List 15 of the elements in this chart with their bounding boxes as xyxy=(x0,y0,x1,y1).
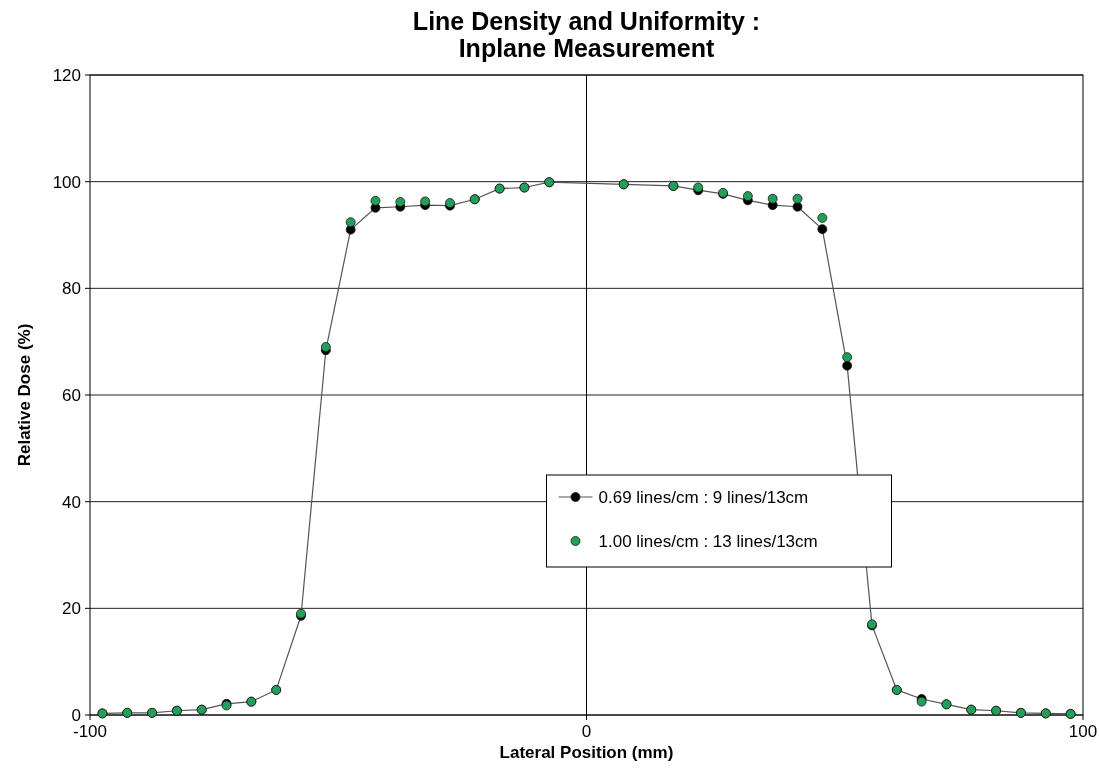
y-tick-label: 120 xyxy=(52,65,81,85)
y-tick-label: 80 xyxy=(62,279,81,299)
x-tick-label: 100 xyxy=(1068,722,1098,741)
y-tick-label: 100 xyxy=(52,172,81,192)
y-axis-title: Relative Dose (%) xyxy=(15,323,34,467)
x-tick-label: -100 xyxy=(72,722,108,741)
y-tick-label: 20 xyxy=(62,599,81,619)
chart-title: Line Density and Uniformity : Inplane Measurement xyxy=(412,7,761,62)
y-tick-label: 60 xyxy=(62,385,81,405)
x-tick-label: 0 xyxy=(581,722,592,741)
x-axis-title: Lateral Position (mm) xyxy=(499,743,674,762)
legend-label: 0.69 lines/cm : 9 lines/13cm xyxy=(598,487,809,507)
legend-label: 1.00 lines/cm : 13 lines/13cm xyxy=(598,531,818,551)
y-tick-label: 0 xyxy=(71,705,81,725)
y-tick-label: 40 xyxy=(62,492,81,512)
